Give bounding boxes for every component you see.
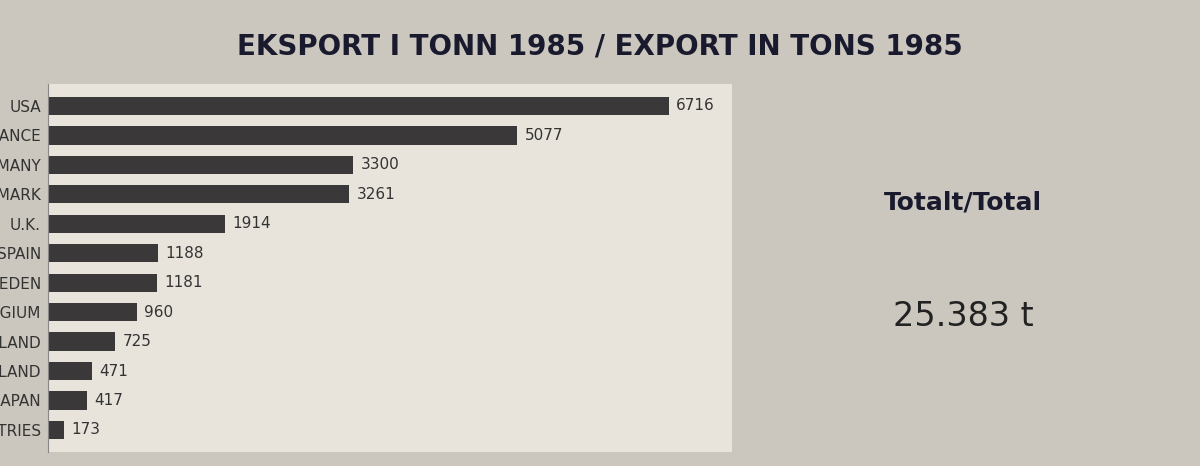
Text: 173: 173 bbox=[71, 423, 101, 438]
Text: 725: 725 bbox=[122, 334, 151, 349]
Bar bbox=[48, 185, 349, 204]
Bar bbox=[48, 421, 64, 439]
Text: Totalt/Total: Totalt/Total bbox=[884, 191, 1042, 215]
Text: 25.383 t: 25.383 t bbox=[893, 301, 1033, 333]
Bar bbox=[48, 274, 157, 292]
Bar bbox=[48, 362, 91, 380]
Bar bbox=[48, 156, 353, 174]
Text: 3300: 3300 bbox=[360, 158, 400, 172]
Bar bbox=[48, 97, 668, 115]
Text: 6716: 6716 bbox=[676, 98, 715, 113]
Bar bbox=[48, 332, 115, 351]
Text: EKSPORT I TONN 1985 / EXPORT IN TONS 1985: EKSPORT I TONN 1985 / EXPORT IN TONS 198… bbox=[238, 33, 962, 61]
Bar bbox=[48, 244, 158, 262]
Text: 5077: 5077 bbox=[524, 128, 563, 143]
Text: 1188: 1188 bbox=[166, 246, 204, 260]
Text: 417: 417 bbox=[94, 393, 122, 408]
Bar bbox=[48, 391, 86, 410]
Bar bbox=[48, 126, 517, 144]
Text: 960: 960 bbox=[144, 305, 173, 320]
Text: 471: 471 bbox=[98, 363, 128, 378]
Text: 3261: 3261 bbox=[356, 187, 396, 202]
Bar bbox=[48, 303, 137, 321]
Text: 1181: 1181 bbox=[164, 275, 203, 290]
Text: 1914: 1914 bbox=[233, 216, 271, 231]
Bar bbox=[48, 215, 224, 233]
